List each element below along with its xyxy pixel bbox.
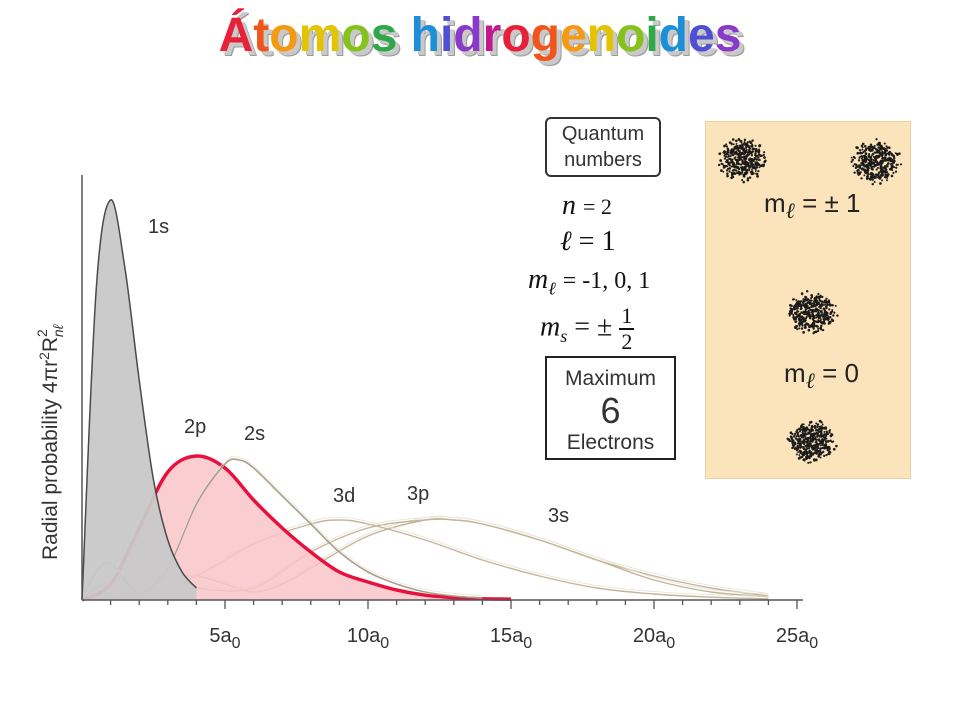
- title-letter: o: [269, 9, 299, 62]
- title-letter: i: [439, 9, 454, 62]
- ml-0-value: = 0: [822, 358, 859, 388]
- series-label-2s: 2s: [244, 423, 265, 445]
- title-letter: o: [616, 9, 646, 62]
- ms-symbol: m: [540, 311, 561, 343]
- series-label-2p: 2p: [184, 416, 206, 438]
- maximum-count: 6: [600, 390, 621, 431]
- ml-0-sub: ℓ: [805, 368, 815, 394]
- title-letter: Á: [218, 9, 254, 62]
- quantum-header-line2: numbers: [564, 149, 642, 171]
- title-letter: r: [482, 9, 502, 62]
- l-symbol: ℓ: [560, 226, 572, 257]
- title-letter: m: [298, 9, 342, 62]
- title-letter: d: [453, 9, 483, 62]
- ml-pm1-sub: ℓ: [785, 198, 795, 224]
- orbital-cloud-left: [717, 138, 767, 184]
- electrons-label: Electrons: [566, 431, 655, 454]
- page-title: Átomos hidrogenoides: [0, 8, 960, 63]
- x-tick-label: 5a0: [209, 625, 240, 652]
- title-letter: t: [253, 9, 270, 62]
- orbital-panel: mℓ = ± 1 mℓ = 0: [705, 121, 911, 479]
- series-label-3s: 3s: [548, 505, 569, 527]
- ml-symbol: m: [528, 264, 549, 295]
- ms-numerator: 1: [619, 303, 635, 330]
- quantum-header-line1: Quantum: [561, 123, 645, 145]
- title-letter: h: [410, 9, 440, 62]
- title-letter: o: [501, 9, 531, 62]
- x-tick-label: 10a0: [347, 625, 389, 652]
- quantum-ml: mℓ = -1, 0, 1: [528, 264, 650, 300]
- orbital-clouds: [717, 138, 902, 464]
- orbital-cloud-right: [850, 138, 902, 186]
- title-letter: o: [341, 9, 371, 62]
- title-letter: s: [714, 9, 742, 62]
- ms-denominator: 2: [621, 329, 633, 354]
- ms-value: = ±: [574, 311, 613, 343]
- maximum-label: Maximum: [564, 367, 656, 390]
- ml-0-m: m: [784, 358, 806, 388]
- y-axis-label: Radial probability 4πr2R2nℓ: [34, 324, 66, 560]
- title-letter: n: [586, 9, 616, 62]
- orbital-cloud-lower: [786, 419, 838, 464]
- quantum-l: ℓ = 1: [560, 226, 615, 258]
- ml-pm1-m: m: [764, 188, 786, 218]
- title-letter: d: [658, 9, 688, 62]
- x-tick-label: 20a0: [633, 625, 675, 652]
- ml-pm1-label: mℓ = ± 1: [764, 188, 860, 224]
- title-letter: g: [530, 9, 560, 62]
- x-tick-label: 15a0: [490, 625, 532, 652]
- n-value: = 2: [583, 194, 612, 219]
- quantum-numbers-box: Quantum numbers: [545, 117, 661, 177]
- ms-subscript: s: [560, 326, 568, 347]
- n-symbol: n: [562, 190, 576, 221]
- orbital-cloud-upper: [788, 289, 839, 335]
- title-text: Átomos hidrogenoides: [219, 9, 742, 62]
- series-label-3p: 3p: [407, 483, 429, 505]
- ml-value: = -1, 0, 1: [562, 268, 651, 294]
- series-label-1s: 1s: [148, 216, 169, 238]
- title-letter: i: [645, 9, 659, 62]
- title-letter: s: [370, 9, 398, 62]
- series-1s-fill: [82, 199, 197, 600]
- quantum-n: n = 2: [562, 190, 612, 222]
- series-1s-line: [81, 199, 197, 601]
- ml-0-label: mℓ = 0: [784, 358, 859, 394]
- series-2p-fill: [82, 455, 511, 600]
- x-tick-label: 25a0: [776, 625, 818, 652]
- ml-pm1-value: = ± 1: [802, 188, 861, 218]
- ml-subscript: ℓ: [548, 278, 556, 299]
- series-label-3d: 3d: [333, 485, 355, 507]
- maximum-electrons-box: Maximum 6 Electrons: [545, 356, 676, 460]
- title-letter: e: [688, 9, 715, 62]
- l-value: = 1: [578, 226, 616, 257]
- title-letter: e: [559, 9, 587, 62]
